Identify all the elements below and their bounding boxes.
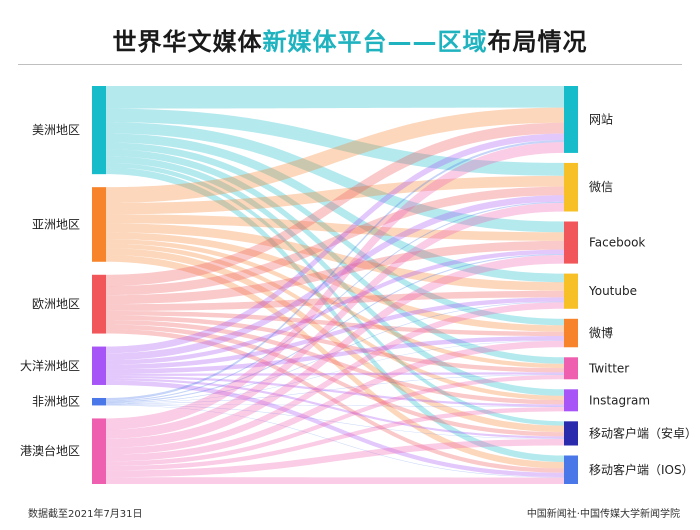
flow-link-欧洲地区-Facebook	[106, 240, 564, 305]
source-node-美洲地区	[92, 86, 106, 175]
flow-link-大洋洲地区-移动客户端（IOS）	[106, 380, 564, 478]
target-label: 移动客户端（IOS）	[589, 462, 694, 477]
flow-link-大洋洲地区-微博	[106, 336, 564, 374]
flow-link-亚洲地区-网站	[106, 107, 564, 203]
source-label: 非洲地区	[32, 395, 80, 409]
flow-link-亚洲地区-移动客户端（安卓）	[106, 248, 564, 433]
flow-link-欧洲地区-Youtube	[106, 290, 564, 311]
flow-link-非洲地区-微信	[106, 201, 564, 402]
flow-link-欧洲地区-微信	[106, 186, 564, 296]
flow-link-大洋洲地区-移动客户端（安卓）	[106, 378, 564, 439]
flow-link-美洲地区-Instagram	[106, 156, 564, 396]
flow-link-美洲地区-Youtube	[106, 133, 564, 283]
flow-link-非洲地区-移动客户端（安卓）	[106, 404, 564, 440]
flow-link-欧洲地区-Instagram	[106, 319, 564, 405]
source-node-非洲地区	[92, 397, 106, 406]
flow-link-亚洲地区-Twitter	[106, 239, 564, 369]
flow-link-亚洲地区-微信	[106, 175, 564, 215]
source-label: 欧洲地区	[32, 297, 80, 311]
flow-link-非洲地区-微博	[106, 340, 564, 404]
target-node-网站	[564, 86, 578, 153]
flow-link-美洲地区-Twitter	[106, 149, 564, 364]
flow-link-亚洲地区-Facebook	[106, 214, 564, 241]
source-label: 亚洲地区	[32, 217, 80, 231]
target-label: Twitter	[588, 361, 629, 375]
flow-link-美洲地区-移动客户端（安卓）	[106, 162, 564, 426]
source-node-大洋洲地区	[92, 346, 106, 385]
flow-link-非洲地区-移动客户端（IOS）	[106, 404, 564, 478]
target-label: Youtube	[588, 284, 637, 298]
target-label: Facebook	[589, 236, 645, 250]
flow-link-亚洲地区-Youtube	[106, 223, 564, 291]
target-label: 微博	[589, 325, 613, 340]
flow-link-非洲地区-Instagram	[106, 404, 564, 408]
source-label: 美洲地区	[32, 123, 80, 137]
title-part-2: 新媒体平台——区域	[262, 28, 488, 56]
flow-link-亚洲地区-移动客户端（IOS）	[106, 254, 564, 469]
target-node-Youtube	[564, 273, 578, 309]
chart-title: 世界华文媒体新媒体平台——区域布局情况	[0, 22, 700, 57]
flow-link-亚洲地区-Instagram	[106, 243, 564, 401]
flow-link-大洋洲地区-微信	[106, 195, 564, 361]
flow-link-欧洲地区-移动客户端（安卓）	[106, 324, 564, 437]
target-node-微信	[564, 162, 578, 212]
flow-link-港澳台地区-Youtube	[106, 302, 564, 455]
flow-link-港澳台地区-微博	[106, 340, 564, 462]
title-divider	[18, 64, 682, 65]
flow-links	[106, 86, 564, 484]
flow-link-大洋洲地区-网站	[106, 133, 564, 354]
target-label: 微信	[589, 180, 613, 194]
source-node-欧洲地区	[92, 274, 106, 334]
target-node-移动客户端（安卓）	[564, 421, 578, 446]
source-label: 大洋洲地区	[20, 358, 80, 373]
source-node-港澳台地区	[92, 418, 106, 484]
flow-link-非洲地区-Youtube	[106, 301, 564, 404]
target-node-Instagram	[564, 389, 578, 412]
flow-link-非洲地区-Twitter	[106, 374, 564, 405]
flow-link-大洋洲地区-Facebook	[106, 249, 564, 365]
flow-link-美洲地区-微信	[106, 108, 564, 176]
flow-link-大洋洲地区-Youtube	[106, 297, 564, 370]
source-label: 港澳台地区	[20, 443, 80, 458]
source-node-亚洲地区	[92, 187, 106, 262]
flow-link-港澳台地区-Twitter	[106, 374, 564, 466]
target-label: 网站	[589, 112, 613, 126]
flow-link-非洲地区-Facebook	[106, 253, 564, 403]
flow-link-美洲地区-微博	[106, 142, 564, 326]
title-part-3: 布局情况	[487, 28, 588, 56]
flow-link-欧洲地区-微博	[106, 310, 564, 337]
flow-link-港澳台地区-Facebook	[106, 254, 564, 448]
flow-link-欧洲地区-Twitter	[106, 315, 564, 373]
flow-link-非洲地区-网站	[106, 139, 564, 401]
flow-link-美洲地区-移动客户端（IOS）	[106, 167, 564, 462]
flow-link-欧洲地区-移动客户端（IOS）	[106, 329, 564, 473]
title-part-1: 世界华文媒体	[112, 28, 263, 56]
data-date-note: 数据截至2021年7月31日	[28, 509, 143, 520]
target-node-Twitter	[564, 357, 578, 380]
flow-link-欧洲地区-网站	[106, 122, 564, 287]
flow-link-亚洲地区-微博	[106, 232, 564, 332]
target-label: 移动客户端（安卓）	[589, 425, 697, 440]
target-node-微博	[564, 318, 578, 348]
flow-link-美洲地区-Facebook	[106, 122, 564, 233]
flow-link-港澳台地区-网站	[106, 142, 564, 430]
target-node-Facebook	[564, 221, 578, 264]
flow-link-大洋洲地区-Twitter	[106, 372, 564, 376]
flow-link-港澳台地区-移动客户端（安卓）	[106, 439, 564, 478]
flow-link-港澳台地区-Instagram	[106, 407, 564, 471]
target-node-移动客户端（IOS）	[564, 455, 578, 484]
flow-link-港澳台地区-移动客户端（IOS）	[106, 477, 564, 484]
source-credit: 中国新闻社·中国传媒大学新闻学院	[526, 509, 680, 520]
flow-link-港澳台地区-微信	[106, 202, 564, 439]
target-label: Instagram	[589, 393, 650, 407]
flow-link-美洲地区-网站	[106, 86, 564, 109]
flow-link-大洋洲地区-Instagram	[106, 375, 564, 407]
